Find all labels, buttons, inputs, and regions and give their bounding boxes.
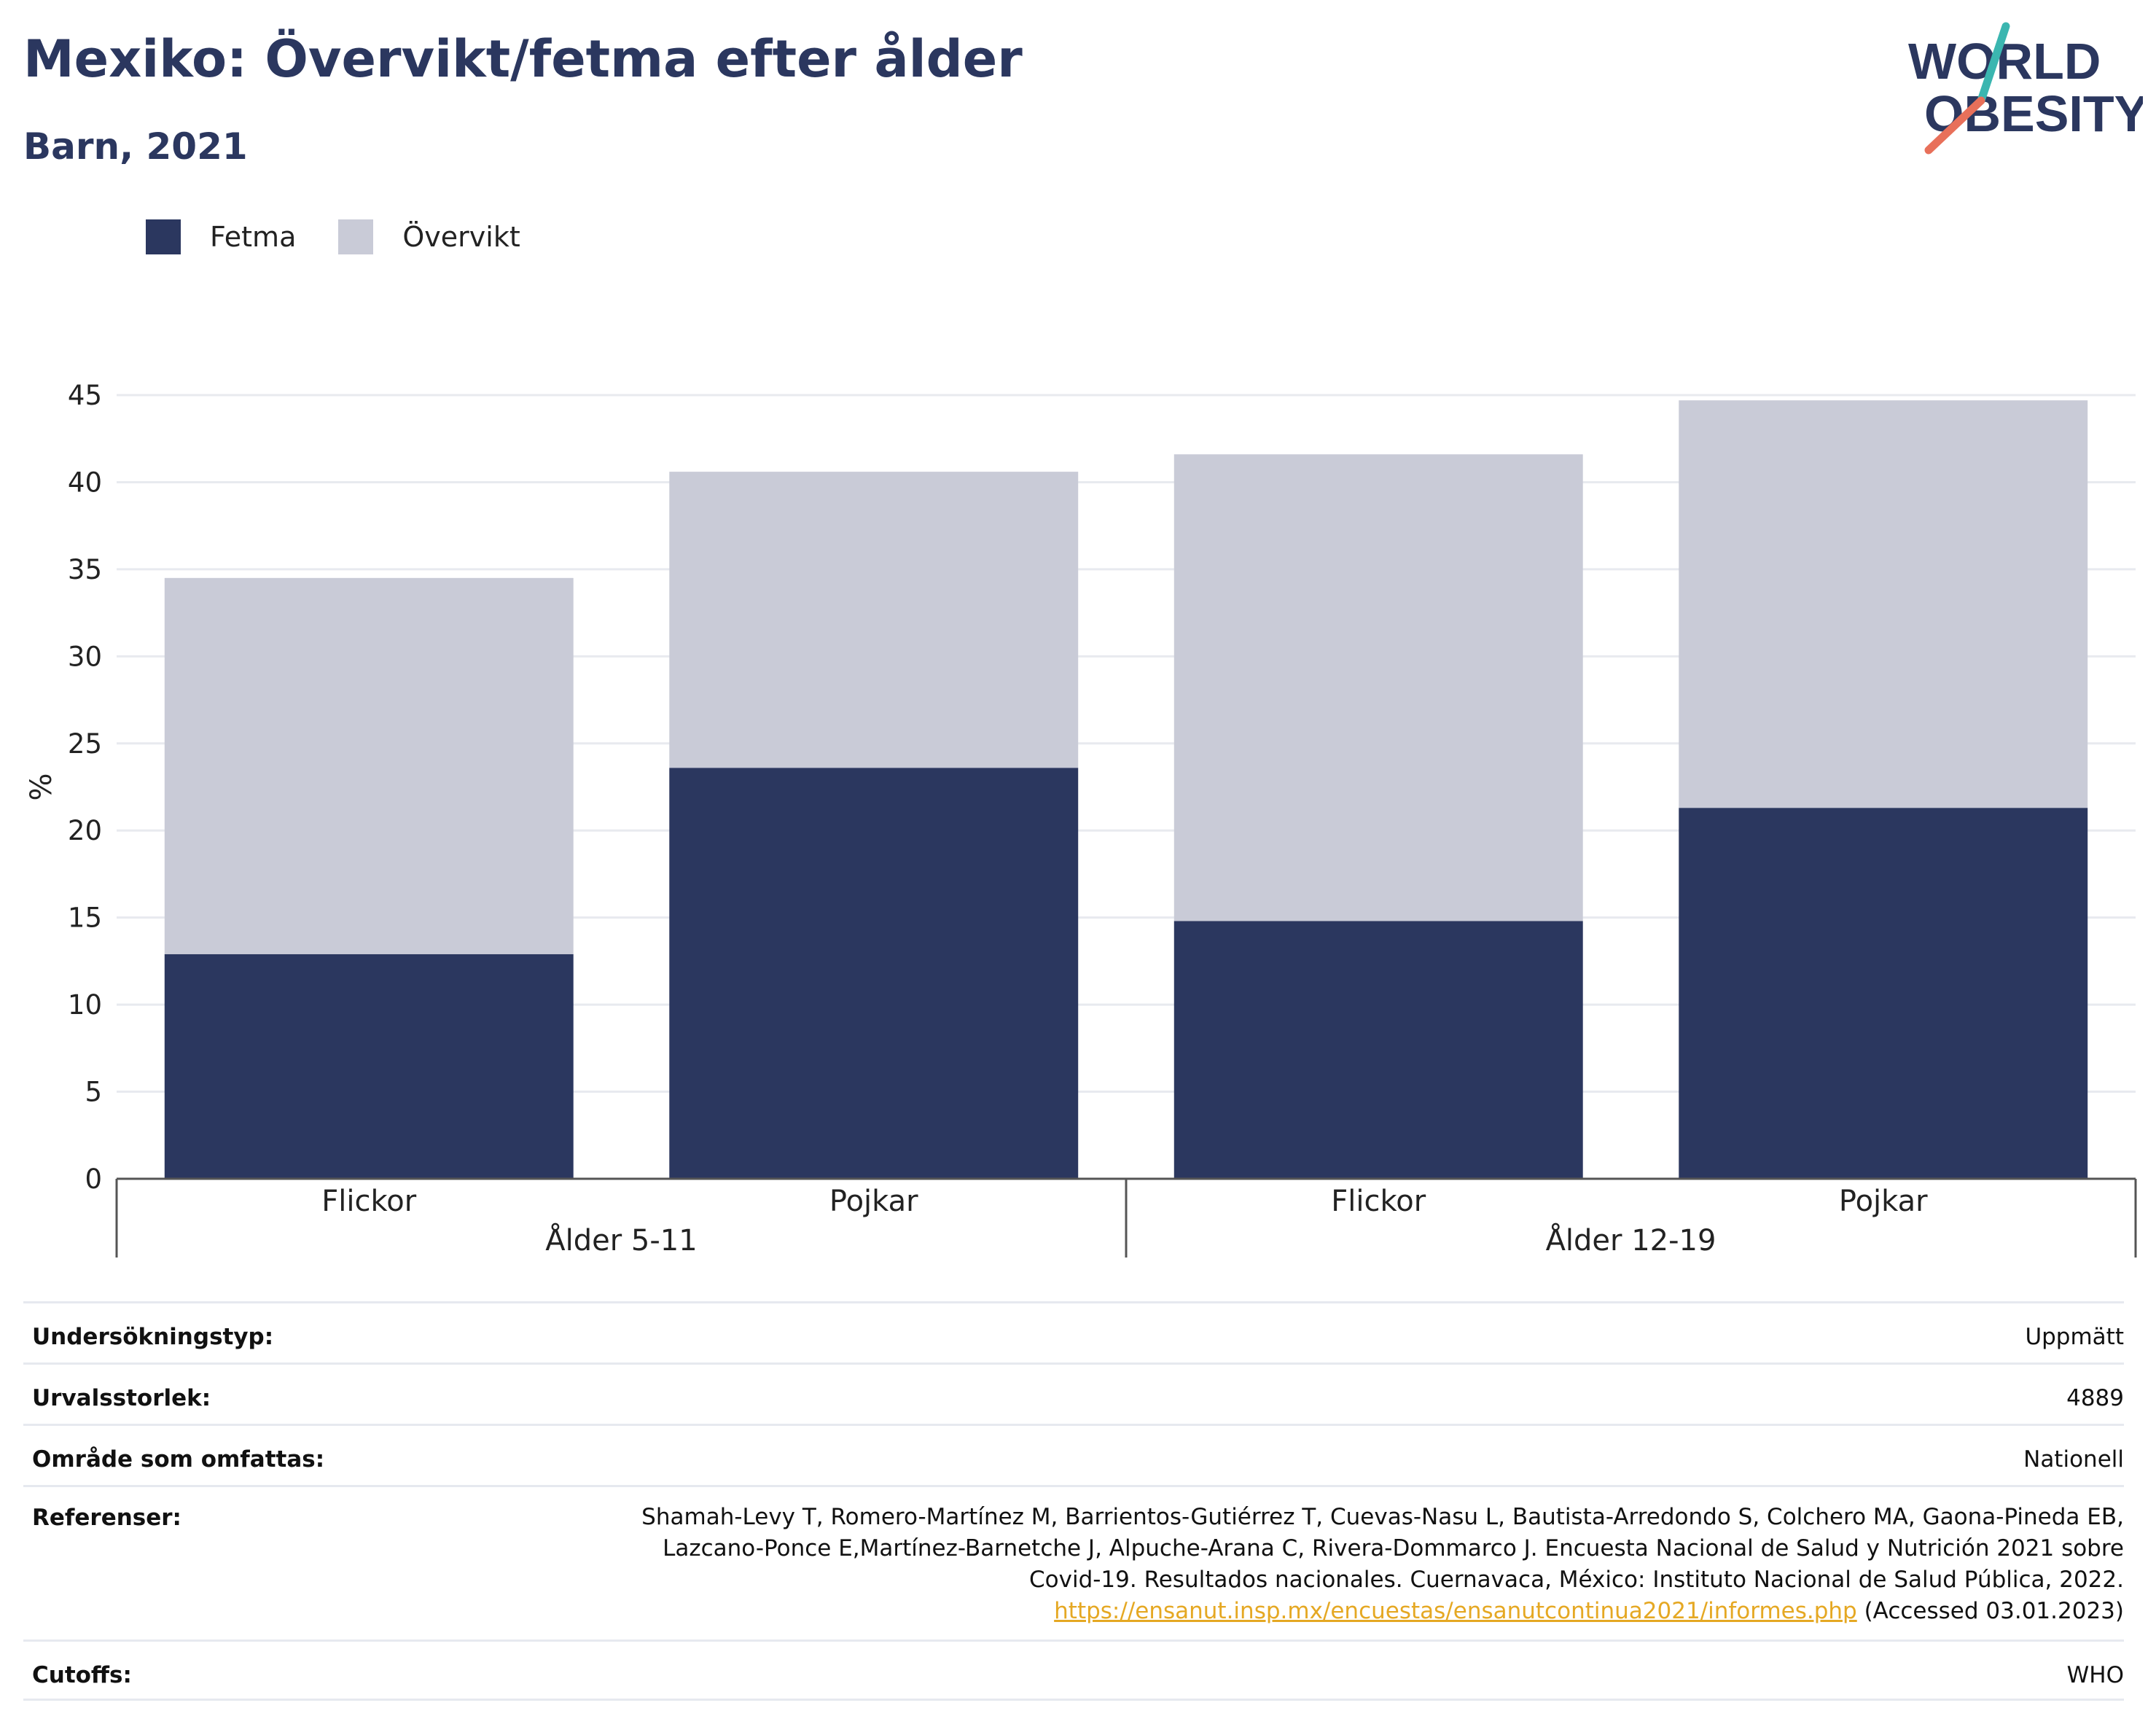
y-tick-label: 35 <box>68 554 102 585</box>
meta-label-area: Område som omfattas: <box>32 1446 325 1473</box>
legend-item-overvikt[interactable]: Övervikt <box>338 219 520 254</box>
bar-fetma <box>669 768 1079 1179</box>
y-tick-label: 40 <box>68 467 102 498</box>
bar--vervikt <box>1679 400 2088 808</box>
bar-fetma <box>1173 921 1583 1179</box>
reference-link[interactable]: https://ensanut.insp.mx/encuestas/ensanu… <box>1054 1598 1857 1624</box>
legend-swatch-fetma <box>146 219 181 254</box>
stacked-bar-chart: 0 5 10 15 20 25 30 35 40 45% Flickor Pojkar Flickor P… <box>25 380 2137 1258</box>
meta-label-sample-size: Urvalsstorlek: <box>32 1385 211 1411</box>
y-axis-label: % <box>25 773 58 800</box>
legend-item-fetma[interactable]: Fetma <box>146 219 296 254</box>
x-group-label: Ålder 5-11 <box>545 1223 697 1258</box>
bar--vervikt <box>1173 454 1583 921</box>
legend-label-fetma: Fetma <box>210 221 297 253</box>
y-tick-label: 30 <box>68 641 102 672</box>
x-category-label: Flickor <box>321 1185 416 1218</box>
page-subtitle: Barn, 2021 <box>23 125 248 168</box>
x-category-label: Flickor <box>1331 1185 1426 1218</box>
x-category-label: Pojkar <box>829 1185 918 1218</box>
meta-label-references: Referenser: <box>32 1505 181 1531</box>
survey-metadata: Undersökningstyp: Uppmätt Urvalsstorlek:… <box>23 1301 2124 1701</box>
meta-value-area: Nationell <box>2023 1446 2124 1473</box>
meta-value-references: Shamah-Levy T, Romero-Martínez M, Barrie… <box>641 1502 2124 1627</box>
reference-link-line: https://ensanut.insp.mx/encuestas/ensanu… <box>641 1596 2124 1627</box>
reference-line: Shamah-Levy T, Romero-Martínez M, Barrie… <box>641 1504 2124 1530</box>
meta-value-survey-type: Uppmätt <box>2025 1324 2124 1350</box>
meta-row-cutoffs: Cutoffs: WHO <box>23 1640 2124 1701</box>
y-tick-label: 0 <box>85 1163 102 1195</box>
y-tick-label: 15 <box>68 902 102 934</box>
meta-row-references: Referenser: Shamah-Levy T, Romero-Martín… <box>23 1485 2124 1640</box>
bar--vervikt <box>164 577 574 954</box>
y-tick-label: 25 <box>68 728 102 760</box>
legend-label-overvikt: Övervikt <box>402 221 520 253</box>
y-tick-label: 5 <box>85 1077 102 1108</box>
y-tick-label: 20 <box>68 815 102 846</box>
logo-text-obesity: OBESITY <box>1924 85 2143 142</box>
meta-label-survey-type: Undersökningstyp: <box>32 1324 274 1350</box>
y-tick-label: 45 <box>68 380 102 411</box>
world-obesity-logo: WORLD OBESITY <box>1908 22 2143 155</box>
x-group-label: Ålder 12-19 <box>1546 1223 1716 1258</box>
x-category-label: Pojkar <box>1839 1185 1928 1218</box>
bar-fetma <box>164 954 574 1179</box>
reference-line: Covid-19. Resultados nacionales. Cuernav… <box>1029 1567 2124 1593</box>
meta-value-sample-size: 4889 <box>2066 1385 2124 1411</box>
meta-label-cutoffs: Cutoffs: <box>32 1662 132 1688</box>
reference-line: Lazcano-Ponce E,Martínez-Barnetche J, Al… <box>663 1535 2124 1562</box>
logo-slash-teal <box>1977 22 2010 105</box>
chart-legend: Fetma Övervikt <box>146 215 563 259</box>
bar--vervikt <box>669 472 1079 768</box>
bar-fetma <box>1679 808 2088 1179</box>
y-tick-label: 10 <box>68 989 102 1021</box>
meta-value-cutoffs: WHO <box>2066 1662 2124 1688</box>
meta-row-area: Område som omfattas: Nationell <box>23 1424 2124 1485</box>
page-title: Mexiko: Övervikt/fetma efter ålder <box>23 29 1023 89</box>
reference-accessed: (Accessed 03.01.2023) <box>1856 1598 2124 1624</box>
meta-row-sample-size: Urvalsstorlek: 4889 <box>23 1362 2124 1424</box>
legend-swatch-overvikt <box>338 219 374 254</box>
meta-row-survey-type: Undersökningstyp: Uppmätt <box>23 1301 2124 1362</box>
logo-slash-coral <box>1924 96 1985 155</box>
